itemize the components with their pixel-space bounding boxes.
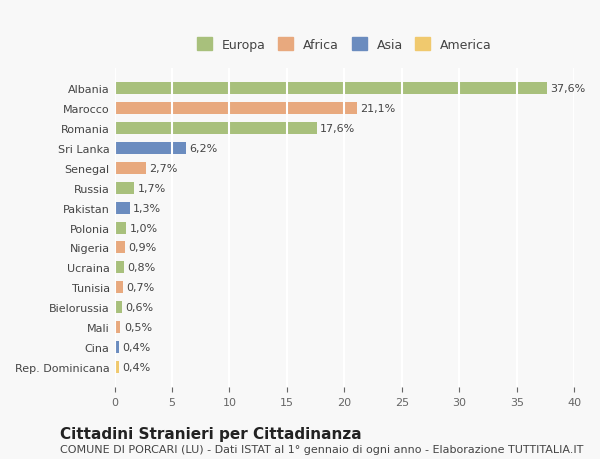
Text: 0,6%: 0,6%: [125, 302, 153, 313]
Bar: [115, 202, 130, 214]
Text: COMUNE DI PORCARI (LU) - Dati ISTAT al 1° gennaio di ogni anno - Elaborazione TU: COMUNE DI PORCARI (LU) - Dati ISTAT al 1…: [60, 444, 583, 454]
Bar: [115, 361, 119, 373]
Bar: [115, 162, 146, 174]
Text: 6,2%: 6,2%: [189, 144, 218, 153]
Bar: [115, 242, 125, 254]
Bar: [115, 222, 126, 234]
Text: 2,7%: 2,7%: [149, 163, 178, 174]
Text: 0,4%: 0,4%: [122, 342, 151, 352]
Text: 0,8%: 0,8%: [127, 263, 155, 273]
Text: 0,7%: 0,7%: [126, 283, 154, 293]
Bar: [115, 182, 134, 194]
Text: Cittadini Stranieri per Cittadinanza: Cittadini Stranieri per Cittadinanza: [60, 425, 362, 441]
Text: 21,1%: 21,1%: [361, 104, 396, 114]
Bar: [115, 341, 119, 353]
Bar: [115, 321, 121, 333]
Bar: [115, 143, 186, 155]
Text: 0,4%: 0,4%: [122, 362, 151, 372]
Bar: [115, 103, 357, 115]
Text: 0,9%: 0,9%: [128, 243, 157, 253]
Text: 1,0%: 1,0%: [130, 223, 158, 233]
Text: 17,6%: 17,6%: [320, 123, 356, 134]
Bar: [115, 83, 547, 95]
Text: 37,6%: 37,6%: [550, 84, 585, 94]
Bar: [115, 262, 124, 274]
Text: 0,5%: 0,5%: [124, 322, 152, 332]
Text: 1,3%: 1,3%: [133, 203, 161, 213]
Text: 1,7%: 1,7%: [137, 183, 166, 193]
Bar: [115, 282, 122, 294]
Legend: Europa, Africa, Asia, America: Europa, Africa, Asia, America: [192, 33, 497, 57]
Bar: [115, 123, 317, 134]
Bar: [115, 302, 122, 313]
